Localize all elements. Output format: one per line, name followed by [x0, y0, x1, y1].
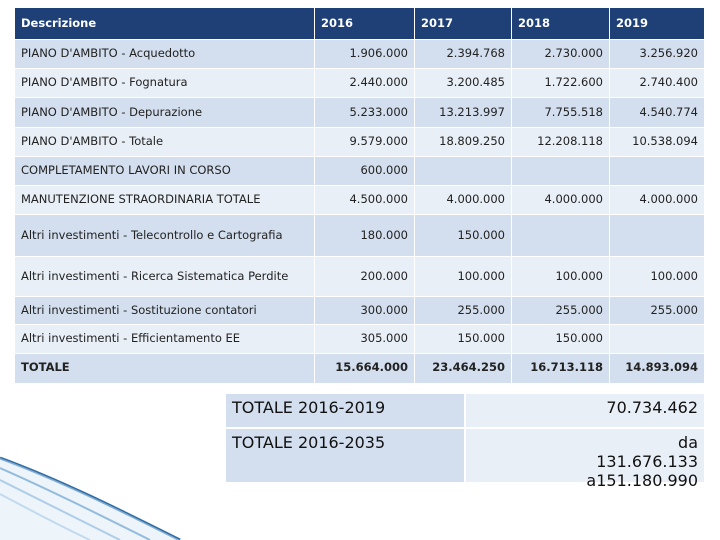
value-cell: 16.713.118 — [512, 354, 610, 384]
label-cell: Altri investimenti - Sostituzione contat… — [15, 297, 315, 325]
value-cell: 150.000 — [415, 325, 512, 354]
value-cell — [610, 157, 705, 186]
value-cell: 150.000 — [512, 325, 610, 354]
value-cell: 1.722.600 — [512, 69, 610, 98]
value-cell: 100.000 — [610, 257, 705, 297]
label-cell: PIANO D'AMBITO - Totale — [15, 128, 315, 157]
value-cell: 15.664.000 — [315, 354, 415, 384]
value-cell: 5.233.000 — [315, 98, 415, 128]
header-cell: 2017 — [415, 8, 512, 40]
value-cell — [512, 157, 610, 186]
value-cell: 180.000 — [315, 215, 415, 257]
value-cell: 4.000.000 — [610, 186, 705, 215]
value-cell: 600.000 — [315, 157, 415, 186]
label-cell: MANUTENZIONE STRAORDINARIA TOTALE — [15, 186, 315, 215]
value-cell: 3.256.920 — [610, 40, 705, 69]
value-cell — [610, 325, 705, 354]
label-cell: COMPLETAMENTO LAVORI IN CORSO — [15, 157, 315, 186]
value-cell: 2.394.768 — [415, 40, 512, 69]
value-cell — [610, 215, 705, 257]
value-cell: 13.213.997 — [415, 98, 512, 128]
value-cell: 200.000 — [315, 257, 415, 297]
header-cell: 2016 — [315, 8, 415, 40]
label-cell: TOTALE — [15, 354, 315, 384]
label-cell: PIANO D'AMBITO - Fognatura — [15, 69, 315, 98]
label-cell: PIANO D'AMBITO - Acquedotto — [15, 40, 315, 69]
value-cell — [415, 157, 512, 186]
value-cell: 300.000 — [315, 297, 415, 325]
summary-label: TOTALE 2016-2019 — [225, 393, 465, 428]
value-cell: 1.906.000 — [315, 40, 415, 69]
value-cell: 3.200.485 — [415, 69, 512, 98]
value-cell: 4.000.000 — [512, 186, 610, 215]
value-cell: 23.464.250 — [415, 354, 512, 384]
value-cell: 150.000 — [415, 215, 512, 257]
value-cell: 100.000 — [415, 257, 512, 297]
label-cell: PIANO D'AMBITO - Depurazione — [15, 98, 315, 128]
value-cell — [512, 215, 610, 257]
label-cell: Altri investimenti - Telecontrollo e Car… — [15, 215, 315, 257]
value-cell: 255.000 — [610, 297, 705, 325]
value-cell: 4.000.000 — [415, 186, 512, 215]
header-cell: 2019 — [610, 8, 705, 40]
value-cell: 7.755.518 — [512, 98, 610, 128]
label-cell: Altri investimenti - Ricerca Sistematica… — [15, 257, 315, 297]
decoration-waves — [0, 456, 181, 540]
header-cell: Descrizione — [15, 8, 315, 40]
value-cell: 2.740.400 — [610, 69, 705, 98]
value-cell: 10.538.094 — [610, 128, 705, 157]
value-cell: 12.208.118 — [512, 128, 610, 157]
value-cell: 305.000 — [315, 325, 415, 354]
label-cell: Altri investimenti - Efficientamento EE — [15, 325, 315, 354]
value-cell: 9.579.000 — [315, 128, 415, 157]
value-cell: 4.540.774 — [610, 98, 705, 128]
summary-label: TOTALE 2016-2035 — [225, 428, 465, 483]
header-cell: 2018 — [512, 8, 610, 40]
summary-value: da 131.676.133 a151.180.990 — [465, 428, 705, 490]
value-cell: 14.893.094 — [610, 354, 705, 384]
value-cell: 255.000 — [415, 297, 512, 325]
value-cell: 255.000 — [512, 297, 610, 325]
value-cell: 18.809.250 — [415, 128, 512, 157]
value-cell: 2.730.000 — [512, 40, 610, 69]
value-cell: 100.000 — [512, 257, 610, 297]
value-cell: 4.500.000 — [315, 186, 415, 215]
value-cell: 2.440.000 — [315, 69, 415, 98]
summary-value: 70.734.462 — [465, 393, 705, 428]
